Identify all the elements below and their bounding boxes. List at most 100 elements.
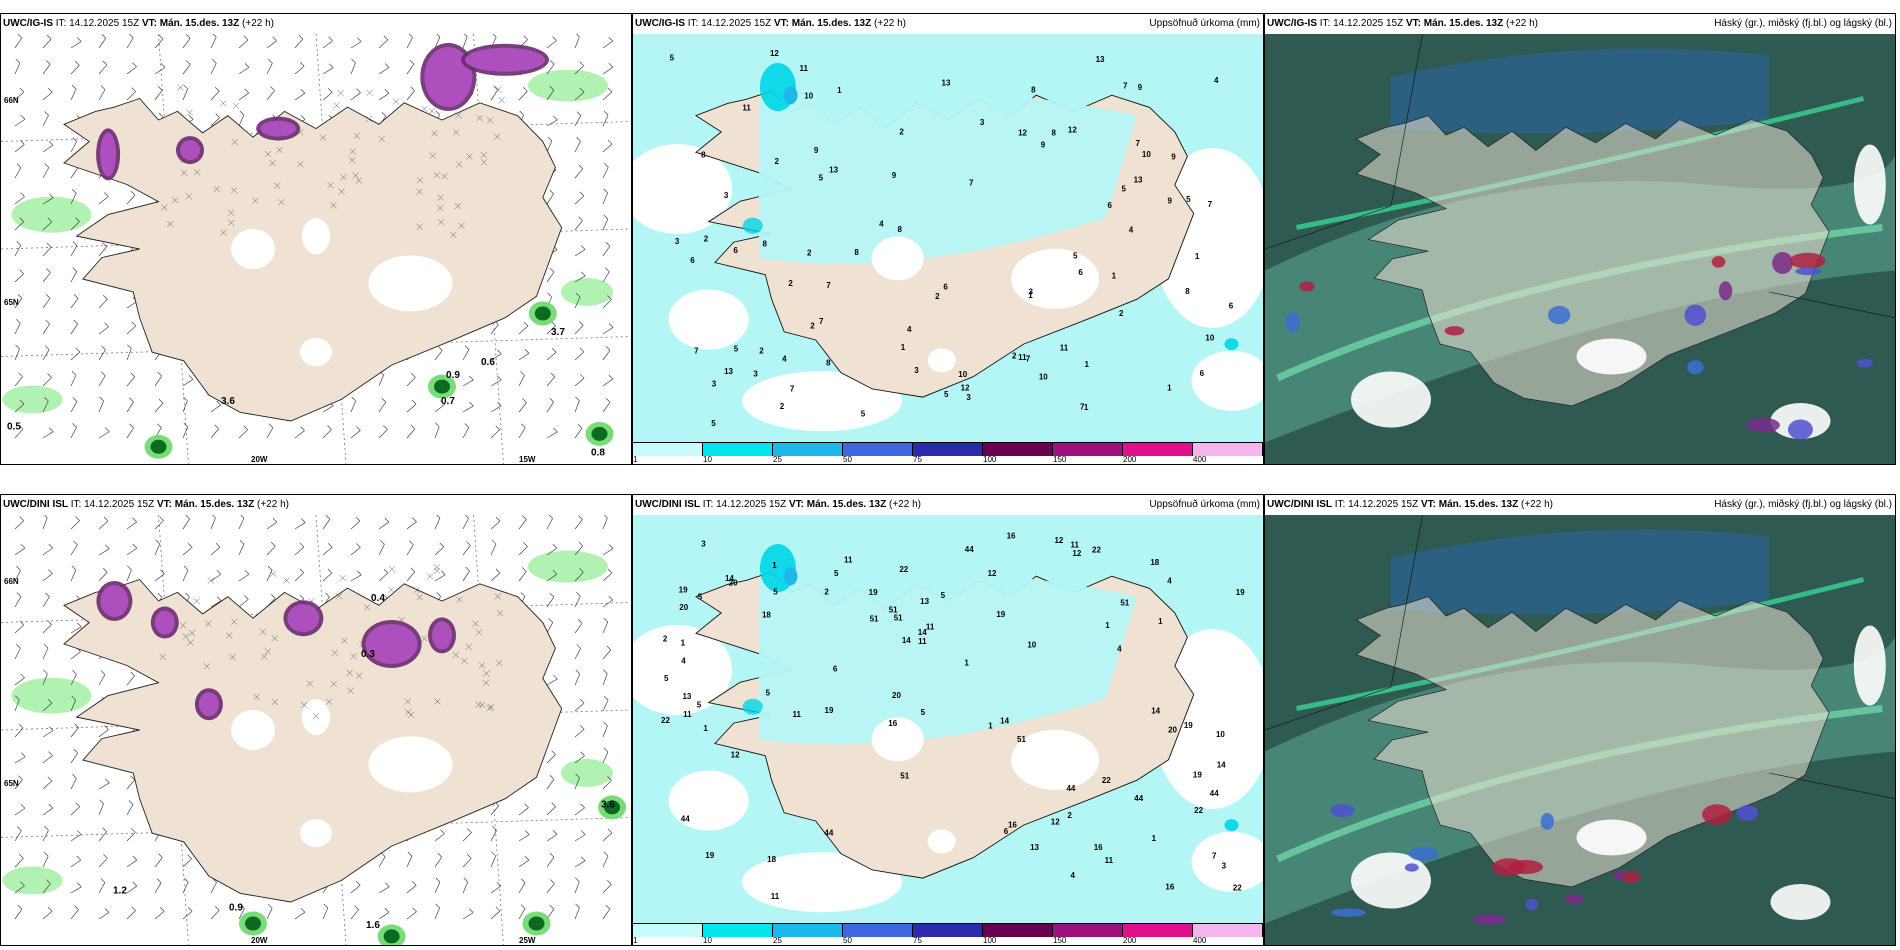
precip-value-label: 5 [1186,195,1191,204]
precip-value-label: 12 [1068,126,1077,135]
wind-barb [126,779,135,790]
wind-barb [210,63,217,75]
icing-hatch [220,100,227,107]
wind-barb [578,541,584,547]
wind-barb [574,596,581,608]
precip-value-label: 11 [1060,343,1069,352]
precip-value-label: 6 [1078,268,1083,277]
dry-area [1191,831,1263,892]
map-cloud[interactable] [1265,515,1895,945]
wind-barb [605,267,610,273]
precip-value-label: 1 [1167,384,1172,393]
wind-barb [98,431,110,439]
wind-barb [356,88,361,93]
wind-barb [580,803,585,809]
wind-barb [378,39,389,49]
wind-barb [574,91,585,101]
wind-barb [42,115,49,127]
wind-barb [603,851,609,857]
wind-barb [546,40,557,49]
wind-barb [524,855,530,861]
wind-barb [183,422,189,428]
wind-barb [19,399,25,405]
precip-value-label: 4 [782,354,787,363]
wind-barb [238,573,250,582]
wind-barb [75,347,81,353]
wind-barb [605,345,611,351]
precip-value-label: 14 [1000,717,1009,726]
precip-value-label: 10 [1039,373,1048,382]
icing-hatch [319,134,327,141]
wind-barb [602,245,611,257]
cloud-cell [1718,281,1733,301]
wind-barb [98,246,107,257]
wind-barb [19,87,25,93]
wind-barb [602,884,612,894]
panel-top-wind-icing: UWC/IG-IS IT: 14.12.2025 15Z VT: Mán. 15… [0,13,632,465]
precip-value-label: 51 [1120,599,1129,608]
precip-value-label: 22 [1092,545,1101,554]
wind-barb [70,520,80,530]
icing-hatch [388,586,395,594]
wind-barb [182,518,190,530]
wind-barb [210,546,221,556]
wind-barb [549,774,555,780]
map-cloud[interactable] [1265,34,1895,464]
icing-hatch [465,643,472,650]
wind-barb [42,807,54,816]
precip-value-label: 22 [1102,776,1111,785]
precip-value-label: 8 [1185,287,1190,296]
cloud-cell [1795,267,1822,276]
wind-barb [574,115,582,127]
wind-barb [132,62,137,68]
precip-value-label: 1 [703,724,708,733]
heavy-precip-core [783,567,798,586]
icing-hatch [404,698,411,705]
wind-barb [128,34,134,38]
wind-barb [603,721,608,727]
wind-barb [102,827,107,832]
wind-barb [411,373,416,378]
icing-hatch [421,105,428,113]
wind-barb [551,347,557,353]
wind-barb [602,402,611,413]
wind-barb [42,197,54,205]
wind-barb [300,88,306,94]
wind-barb [435,110,440,116]
wind-barb [17,904,23,910]
wind-barb [42,64,51,75]
wind-barb [606,645,612,651]
wind-barb [266,427,274,439]
colorbar-tick-label: 50 [843,455,852,464]
icing-area [154,610,175,635]
wind-barb [602,855,609,868]
wind-barb [104,322,109,328]
precip-value-label: 1 [1105,621,1110,630]
wind-barb [440,570,446,575]
map-wind-icing[interactable]: 0.5 0.6 3.6 0.7 0.9 0.8 3.7 20W 15W 65N 66N [1,34,631,464]
icing-hatch [278,198,285,206]
wind-barb [462,349,470,361]
wind-barb [549,85,555,91]
precip-value-label: 44 [1134,794,1143,803]
precip-value-label: 16 [1008,820,1017,829]
wind-barb [518,325,529,335]
lon-axis-label: 25W [519,936,536,945]
wind-barb [126,675,135,686]
wind-barb [160,569,165,574]
wind-barb [518,571,527,582]
icing-hatch [408,711,415,718]
panel-variable-title: Háský (gr.), miðský (fj.bl.) og lágský (… [1714,18,1892,29]
wind-barb [294,572,304,582]
map-wind-icing[interactable]: 1.2 0.9 1.6 3.6 0.4 0.3 20W 25W 65N 66N [1,515,631,945]
wind-barb [20,673,25,678]
wind-barb [185,34,191,39]
map-precip[interactable]: 8 4 7 3 7 10 5 9 5 9 6 1 2 5 3 5 4 7 1 13 2 1 3 5 13 9 2 9 4 2 1 8 3 8 5 1 3… [633,34,1263,442]
wind-barb [518,546,528,556]
wind-barb [72,423,77,428]
map-precip[interactable]: 44 19 19 13 44 5 6 19 12 3 11 12 44 20 22 16 19 3 10 22 4 22 1… [633,515,1263,923]
icing-hatch [476,114,483,122]
wind-barb [463,34,468,37]
precip-value-label: 19 [869,588,878,597]
wind-barb [98,571,108,582]
